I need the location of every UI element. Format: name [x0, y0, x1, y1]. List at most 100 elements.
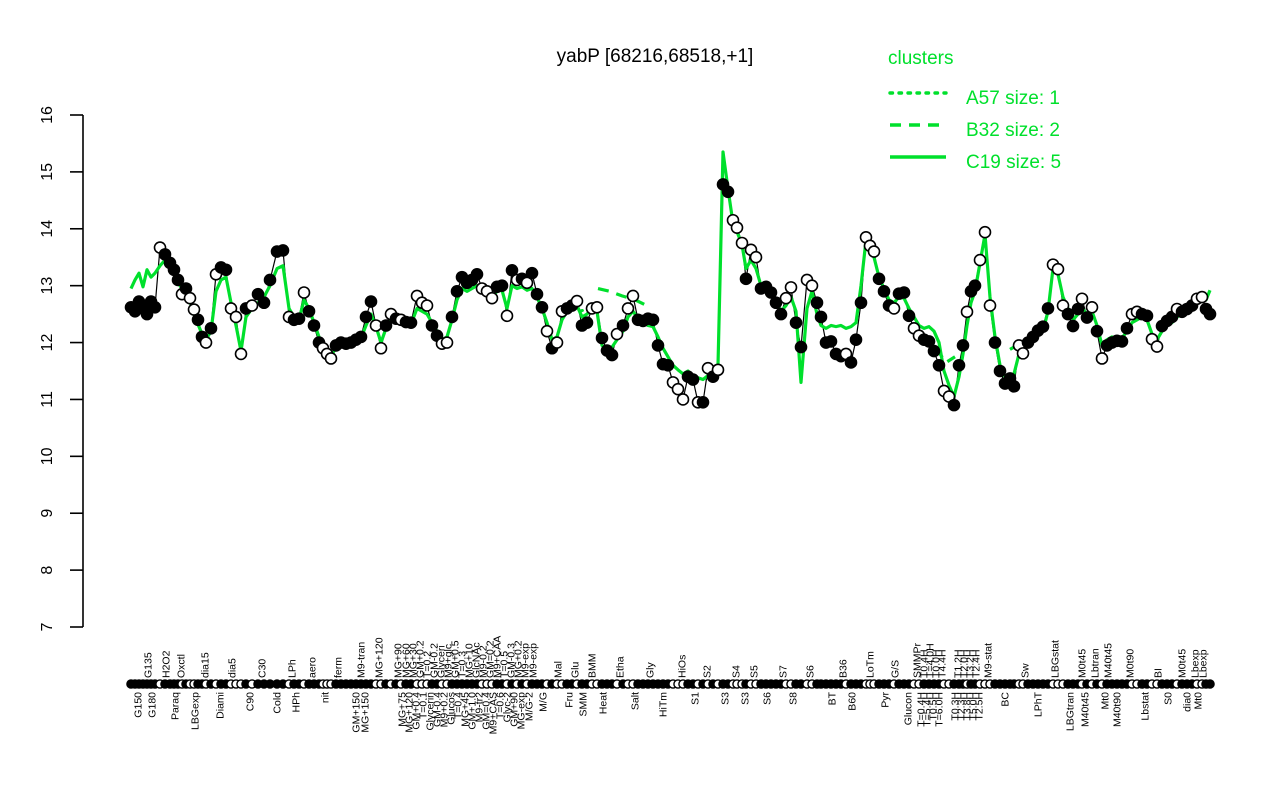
y-tick-label: 16 — [39, 106, 56, 124]
x-label-top: MG+60 — [401, 643, 413, 678]
data-point-filled — [774, 307, 788, 321]
data-point-open — [626, 289, 640, 303]
data-point-open — [420, 299, 434, 312]
x-label-bottom: BT — [827, 691, 839, 705]
data-point-open — [610, 327, 624, 341]
data-point-open — [297, 286, 311, 299]
data-point-filled — [686, 373, 700, 386]
x-label-top: T0.0H — [931, 649, 943, 678]
x-label-top: G135 — [143, 652, 155, 678]
x-label-bottom: Mt0 — [1193, 692, 1205, 710]
data-point-open — [779, 291, 793, 305]
data-point-open — [500, 309, 514, 323]
x-label-top: T=0.5 — [499, 651, 511, 678]
data-point-open — [1095, 352, 1109, 365]
data-point-filled — [1115, 335, 1129, 348]
data-point-open — [187, 303, 201, 316]
x-label-top: H2O2 — [161, 650, 173, 678]
data-point-open — [735, 236, 749, 250]
x-label-bottom: S0 — [1163, 692, 1175, 705]
data-point-filled — [263, 273, 277, 287]
x-label-bottom: Salt — [630, 692, 642, 710]
data-point-open — [711, 363, 725, 377]
data-point-filled — [580, 316, 594, 329]
data-point-filled — [814, 310, 828, 324]
x-label-bottom: LPhT — [1033, 691, 1045, 717]
data-point-open — [978, 225, 992, 239]
x-label-bottom: M40t90 — [1112, 692, 1124, 727]
data-point-open — [671, 382, 685, 396]
x-label-top: M9+CAA — [492, 636, 504, 678]
x-label-top: aero — [307, 657, 319, 678]
data-point-filled — [605, 348, 619, 362]
data-point-filled — [769, 296, 783, 310]
x-label-bottom: HiTm — [658, 692, 670, 717]
data-point-filled — [956, 339, 970, 352]
data-point-open — [183, 291, 197, 305]
x-label-bottom: GM=0.4 — [481, 692, 493, 730]
legend-item-b32: B32 size: 2 — [966, 120, 1060, 141]
x-label-top: M9-exp — [520, 643, 532, 678]
x-label-bottom: SMM — [578, 692, 590, 717]
y-tick-label: 11 — [39, 391, 56, 408]
data-point-filled — [721, 185, 735, 199]
x-label-bottom: T5.0H — [968, 692, 980, 721]
x-label-top: GM+0.2 — [415, 640, 427, 678]
data-point-filled — [927, 344, 941, 358]
data-point-open — [867, 245, 881, 258]
x-label-top: SMMPr — [912, 643, 924, 679]
x-label-bottom: G150 — [133, 692, 145, 718]
data-point-filled — [191, 313, 205, 327]
data-point-filled — [219, 263, 233, 277]
x-label-top: S4 — [731, 665, 743, 678]
data-point-filled — [1061, 307, 1075, 321]
x-label-top: Lbexp — [1190, 649, 1202, 678]
x-label-top: LPh — [287, 659, 299, 678]
data-point-filled — [292, 312, 306, 325]
data-point-filled — [932, 359, 946, 372]
data-point-filled — [307, 319, 321, 332]
data-point-open — [199, 336, 213, 349]
data-point-filled — [922, 335, 936, 348]
x-label-top: T=0.3 — [457, 651, 469, 678]
x-label-bottom: Heat — [598, 692, 610, 714]
x-label-bottom: dia0 — [1182, 692, 1194, 712]
data-point-filled — [1120, 322, 1134, 335]
x-label-top: GM-0.3 — [506, 643, 518, 678]
x-label-bottom: Glucon — [903, 692, 915, 725]
data-point-open — [749, 250, 763, 264]
x-label-top: T0.4H — [919, 649, 931, 678]
data-point-filled — [1140, 309, 1154, 323]
x-label-bottom: Diami — [215, 692, 227, 719]
data-point-filled — [359, 310, 373, 324]
data-point-filled — [794, 340, 808, 354]
y-tick-label: 8 — [39, 566, 56, 575]
x-label-bottom: S8 — [788, 692, 800, 705]
x-label-bottom: M/G-2 — [524, 692, 536, 721]
data-point-filled — [1066, 319, 1080, 333]
data-point-filled — [952, 359, 966, 372]
legend-item-c19: C19 size: 5 — [966, 152, 1062, 173]
x-label-top: Lbtran — [1090, 648, 1102, 678]
data-point-open — [887, 302, 901, 315]
x-label-bottom: HPh — [291, 692, 303, 713]
x-label-top: M9-exp — [528, 643, 540, 678]
x-label-top: M0t45 — [1077, 649, 1089, 678]
page-title: yabP [68216,68518,+1] — [556, 46, 754, 67]
x-label-top: M9-0.2 — [478, 645, 490, 678]
x-label-top: GlcNAc — [471, 642, 483, 678]
x-label-bottom: MG+120 — [404, 692, 416, 733]
x-label-top: S6 — [805, 665, 817, 678]
data-point-open — [245, 299, 259, 312]
x-label-top: MG+90 — [393, 643, 405, 678]
x-label-bottom: M9+CAS — [488, 692, 500, 734]
x-label-bottom: Paraq — [170, 692, 182, 720]
data-point-filled — [140, 307, 154, 321]
data-point-filled — [379, 319, 393, 332]
x-label-top: C30 — [257, 659, 269, 678]
data-point-open — [1085, 300, 1099, 314]
data-point-open — [540, 324, 554, 338]
x-label-top: MG+30 — [408, 643, 420, 678]
